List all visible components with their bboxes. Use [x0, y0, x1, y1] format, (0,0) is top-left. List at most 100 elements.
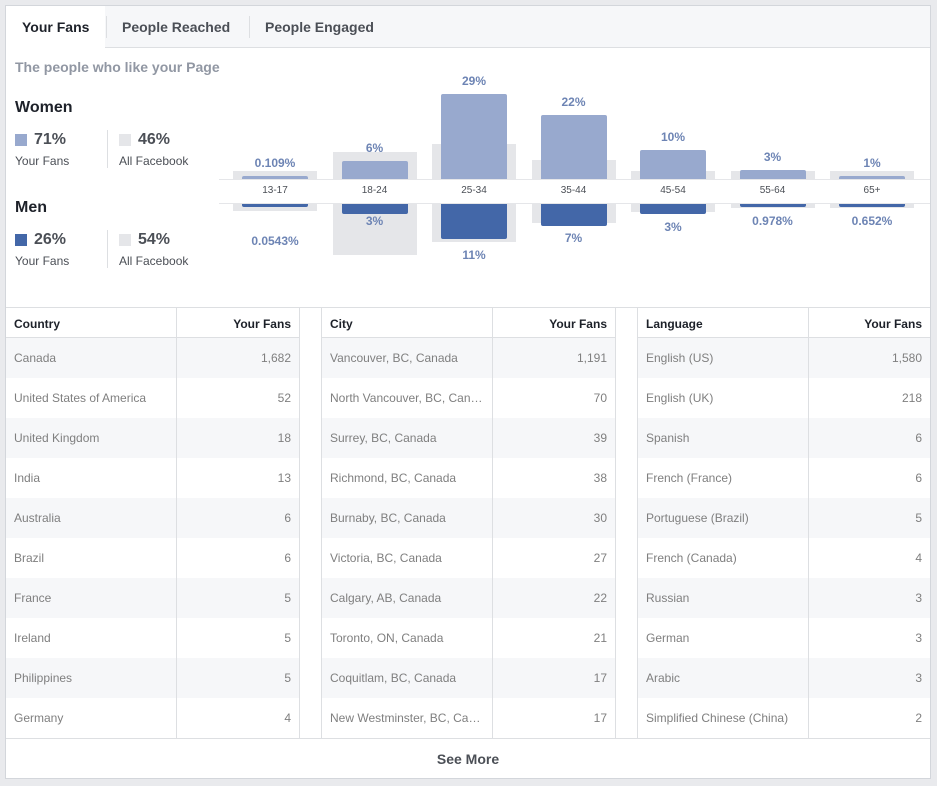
row-value: 22	[593, 591, 607, 605]
men-fans-percent: 26%	[34, 231, 67, 248]
row-name: United States of America	[14, 391, 147, 405]
table-row: Spanish 6	[638, 418, 930, 458]
row-name: Spanish	[646, 431, 690, 445]
men-data-label: 0.978%	[752, 214, 793, 228]
tab-bar: Your Fans People Reached People Engaged	[6, 6, 930, 49]
men-all-label: All Facebook	[119, 254, 189, 268]
table-row: Portuguese (Brazil) 5	[638, 498, 930, 538]
women-data-label: 1%	[863, 156, 881, 170]
women-heading: Women	[15, 99, 73, 116]
age-tick-label: 55-64	[759, 185, 786, 196]
row-name: Arabic	[646, 671, 681, 685]
column-divider	[808, 578, 809, 618]
column-divider	[492, 458, 493, 498]
age-axis	[219, 179, 930, 204]
top-lists: Country Your Fans Canada 1,682 United States…	[6, 307, 930, 738]
row-value: 1,580	[891, 351, 922, 365]
table-row: Coquitlam, BC, Canada 17	[322, 658, 615, 698]
column-header: Country	[14, 317, 60, 331]
row-value: 6	[915, 431, 922, 445]
row-value: 5	[915, 511, 922, 525]
men-fans-stat: 26% Your Fans	[15, 231, 105, 271]
row-name: Vancouver, BC, Canada	[330, 351, 458, 365]
row-value: 6	[915, 471, 922, 485]
women-data-label: 22%	[561, 94, 586, 109]
row-value: 3	[915, 591, 922, 605]
table-header: Language Your Fans	[638, 308, 930, 338]
table-border	[637, 308, 638, 738]
column-divider	[176, 338, 177, 378]
table-row: Burnaby, BC, Canada 30	[322, 498, 615, 538]
row-name: North Vancouver, BC, Can…	[330, 391, 483, 405]
table-row: India 13	[6, 458, 299, 498]
column-divider	[808, 618, 809, 658]
column-divider	[808, 658, 809, 698]
tab-your-fans[interactable]: Your Fans	[6, 6, 106, 49]
row-name: New Westminster, BC, Ca…	[330, 711, 481, 725]
see-more-button[interactable]: See More	[6, 738, 930, 778]
row-name: French (Canada)	[646, 551, 737, 565]
women-data-label: 0.109%	[254, 156, 296, 170]
table-border	[615, 308, 616, 738]
column-header: Your Fans	[233, 317, 291, 331]
men-data-label: 3%	[365, 214, 384, 228]
women-bar	[640, 149, 706, 179]
men-all-stat: 54% All Facebook	[119, 231, 209, 271]
age-tick-label: 13-17	[262, 185, 288, 196]
row-name: India	[14, 471, 41, 485]
tab-people-engaged[interactable]: People Engaged	[265, 19, 374, 35]
men-bar	[640, 204, 706, 214]
men-bar	[242, 204, 308, 207]
table-header: City Your Fans	[322, 308, 615, 338]
table-row: Surrey, BC, Canada 39	[322, 418, 615, 458]
row-name: Ireland	[14, 631, 51, 645]
table-row: English (UK) 218	[638, 378, 930, 418]
column-divider	[176, 538, 177, 578]
tab-divider	[249, 16, 250, 38]
row-name: English (UK)	[646, 391, 714, 405]
row-name: Richmond, BC, Canada	[330, 471, 457, 485]
women-all-stat: 46% All Facebook	[119, 131, 209, 171]
men-data-label: 0.652%	[851, 214, 893, 228]
column-divider	[492, 538, 493, 578]
men-data-label: 7%	[564, 231, 583, 246]
table-row: Toronto, ON, Canada 21	[322, 618, 615, 658]
tab-people-reached[interactable]: People Reached	[122, 19, 231, 35]
row-value: 38	[593, 471, 607, 485]
men-fans-label: Your Fans	[15, 254, 70, 268]
row-value: 1,682	[260, 351, 291, 365]
women-bar	[242, 176, 308, 179]
column-divider	[176, 698, 177, 738]
column-divider	[808, 308, 809, 338]
row-name: Burnaby, BC, Canada	[330, 511, 446, 525]
column-divider	[176, 378, 177, 418]
stat-divider	[107, 130, 108, 168]
column-divider	[808, 538, 809, 578]
men-bar	[341, 204, 408, 214]
age-gender-chart: 0.109% 0.0543% 13-17 6% 3% 18-24 29% 11% 25-34 22…	[219, 66, 930, 266]
row-name: Portuguese (Brazil)	[646, 511, 749, 525]
column-divider	[492, 578, 493, 618]
age-tick-label: 18-24	[361, 185, 388, 196]
table-row: United Kingdom 18	[6, 418, 299, 458]
column-divider	[176, 418, 177, 458]
column-divider	[808, 698, 809, 738]
age-tick-label: 35-44	[560, 185, 587, 196]
women-fans-stat: 71% Your Fans	[15, 131, 105, 171]
table-row: Philippines 5	[6, 658, 299, 698]
row-value: 21	[593, 631, 607, 645]
row-value: 4	[284, 711, 291, 725]
men-heading: Men	[15, 199, 47, 216]
men-data-label: 0.0543%	[251, 234, 299, 248]
men-data-label: 3%	[664, 219, 682, 234]
table-row: Brazil 6	[6, 538, 299, 578]
row-name: Surrey, BC, Canada	[330, 431, 437, 445]
column-divider	[492, 698, 493, 738]
column-divider	[176, 618, 177, 658]
row-name: France	[14, 591, 52, 605]
row-name: Australia	[14, 511, 61, 525]
table-row: Calgary, AB, Canada 22	[322, 578, 615, 618]
women-fans-label: Your Fans	[15, 154, 70, 168]
table-row: French (Canada) 4	[638, 538, 930, 578]
row-value: 2	[915, 711, 922, 725]
